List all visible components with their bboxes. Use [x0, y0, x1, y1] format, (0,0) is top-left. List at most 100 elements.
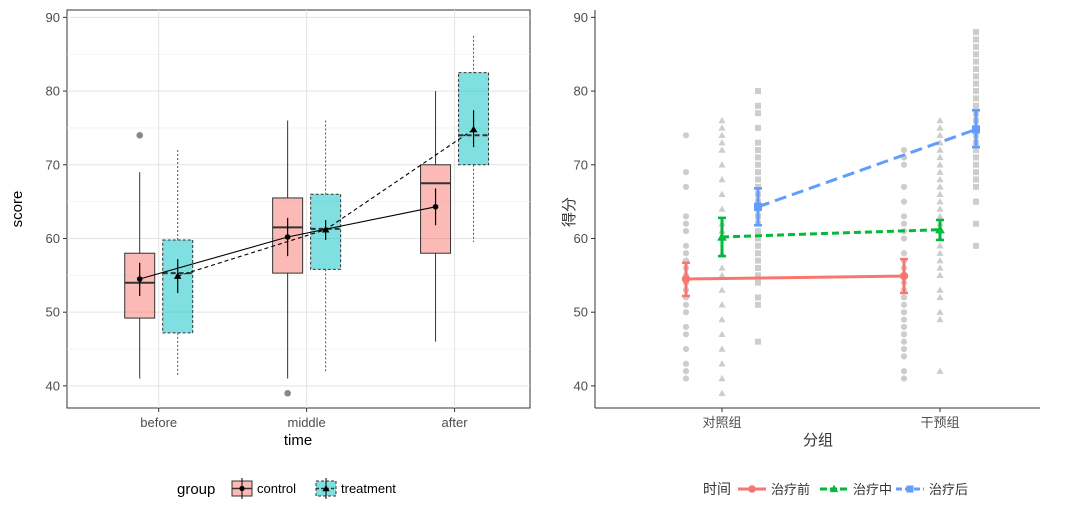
mean-point-circle	[136, 276, 143, 282]
box-treatment	[162, 239, 194, 334]
raw-point-square	[973, 161, 979, 168]
raw-point-circle	[682, 345, 690, 353]
raw-point-triangle	[718, 131, 726, 138]
left-x-tick-label: middle	[287, 415, 325, 430]
raw-point-triangle	[936, 242, 944, 249]
raw-point-triangle	[718, 345, 726, 352]
raw-point-circle	[900, 353, 908, 360]
right-y-tick-label: 50	[574, 305, 588, 320]
right-y-tick-label: 70	[574, 157, 588, 172]
raw-point-circle	[900, 331, 908, 338]
raw-point-triangle	[718, 175, 726, 183]
legend-key-marker	[829, 484, 839, 493]
raw-point-circle	[682, 213, 690, 220]
right-axes: 40 50 60 70 80 90 对照组 干预组	[574, 10, 1040, 431]
mean-point-circle	[284, 234, 291, 240]
raw-point-circle	[900, 368, 908, 375]
right-legend-title: 时间	[703, 482, 731, 498]
legend-label: 治疗后	[929, 483, 968, 498]
raw-point-square	[973, 36, 979, 43]
raw-point-square	[973, 183, 979, 190]
raw-point-square	[973, 95, 979, 102]
right-legend: 时间 治疗前 治疗中 治疗后	[703, 482, 968, 498]
left-y-ticks: 40 50 60 70 80 90	[46, 10, 67, 393]
raw-point-triangle	[718, 264, 726, 271]
raw-point-square	[755, 257, 761, 264]
raw-point-square	[755, 301, 761, 308]
raw-point-circle	[682, 250, 690, 257]
raw-point-triangle	[936, 367, 944, 374]
raw-point-triangle	[718, 315, 726, 323]
raw-point-square	[755, 147, 761, 154]
raw-point-circle	[682, 368, 690, 375]
raw-point-triangle	[718, 146, 726, 153]
right-y-tick-label: 60	[574, 231, 588, 246]
raw-point-circle	[900, 301, 908, 308]
left-y-tick-label: 50	[46, 305, 60, 320]
raw-point-triangle	[936, 293, 944, 301]
raw-point-circle	[900, 235, 908, 242]
line-panel: 40 50 60 70 80 90 对照组 干预组 分组 得分 时间 治疗前 治疗中 治疗后	[560, 10, 1040, 498]
raw-point-triangle	[718, 271, 726, 279]
raw-point-circle	[682, 323, 690, 331]
raw-point-triangle	[718, 330, 726, 337]
raw-point-circle	[682, 309, 690, 316]
left-gridlines	[67, 10, 530, 408]
raw-point-triangle	[936, 308, 944, 315]
raw-point-circle	[900, 183, 908, 190]
raw-point-triangle	[718, 116, 726, 124]
raw-point-circle	[900, 345, 908, 353]
boxplot-panel: 40 50 60 70 80 90 before middle after time scor…	[9, 9, 531, 499]
raw-point-square	[973, 169, 979, 176]
outlier-point	[136, 131, 144, 139]
raw-point-circle	[900, 250, 908, 257]
raw-point-triangle	[936, 168, 944, 175]
left-y-axis-title: score	[9, 191, 26, 228]
raw-point-triangle	[936, 190, 944, 197]
raw-point-square	[973, 65, 979, 72]
legend-key-marker	[748, 485, 756, 493]
raw-point-square	[755, 176, 761, 183]
right-y-axis-title: 得分	[560, 197, 578, 227]
raw-point-triangle	[718, 374, 726, 382]
series-line-治疗中	[721, 228, 941, 239]
raw-point-square	[755, 124, 761, 131]
raw-point-triangle	[936, 271, 944, 279]
raw-point-square	[755, 250, 761, 257]
legend-key-marker	[906, 485, 914, 493]
raw-point-circle	[900, 198, 908, 205]
raw-point-square	[755, 279, 761, 286]
raw-point-triangle	[936, 249, 944, 256]
left-x-ticks: before middle after	[140, 408, 468, 430]
legend-label: control	[257, 481, 296, 496]
raw-point-square	[973, 58, 979, 65]
raw-point-square	[755, 110, 761, 117]
raw-point-square	[973, 88, 979, 95]
raw-point-circle	[900, 220, 908, 227]
left-y-tick-label: 40	[46, 378, 60, 393]
raw-point-triangle	[718, 161, 726, 168]
left-y-tick-label: 80	[46, 84, 60, 99]
box-control	[272, 197, 304, 274]
raw-point-square	[755, 228, 761, 235]
left-x-axis-title: time	[284, 432, 312, 449]
raw-point-triangle	[936, 116, 944, 124]
raw-point-triangle	[936, 315, 944, 323]
series-point	[754, 202, 762, 211]
left-y-tick-label: 70	[46, 157, 60, 172]
raw-point-square	[755, 294, 761, 301]
raw-point-triangle	[936, 205, 944, 212]
raw-point-square	[973, 176, 979, 183]
right-x-tick-label: 对照组	[702, 416, 741, 431]
raw-point-circle	[682, 220, 690, 227]
raw-point-circle	[682, 242, 690, 249]
raw-point-square	[755, 264, 761, 271]
raw-point-triangle	[936, 264, 944, 271]
raw-point-square	[755, 154, 761, 161]
series-point	[717, 232, 727, 241]
right-y-tick-label: 80	[574, 84, 588, 99]
raw-point-triangle	[936, 212, 944, 220]
raw-point-circle	[900, 338, 908, 345]
raw-point-triangle	[936, 183, 944, 190]
